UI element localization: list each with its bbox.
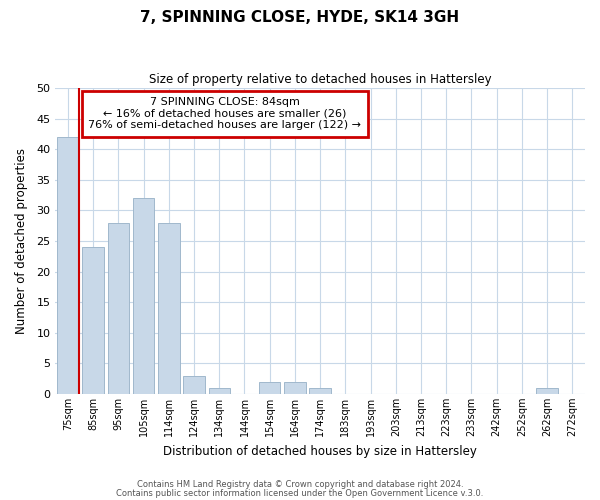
Bar: [284, 382, 305, 394]
Bar: [107, 222, 129, 394]
Bar: [133, 198, 154, 394]
Bar: [82, 247, 104, 394]
Bar: [209, 388, 230, 394]
Bar: [259, 382, 280, 394]
Bar: [57, 137, 79, 394]
Text: 7 SPINNING CLOSE: 84sqm
← 16% of detached houses are smaller (26)
76% of semi-de: 7 SPINNING CLOSE: 84sqm ← 16% of detache…: [88, 97, 361, 130]
Y-axis label: Number of detached properties: Number of detached properties: [15, 148, 28, 334]
Text: Contains HM Land Registry data © Crown copyright and database right 2024.: Contains HM Land Registry data © Crown c…: [137, 480, 463, 489]
Text: 7, SPINNING CLOSE, HYDE, SK14 3GH: 7, SPINNING CLOSE, HYDE, SK14 3GH: [140, 10, 460, 25]
Bar: [158, 222, 179, 394]
Bar: [310, 388, 331, 394]
Text: Contains public sector information licensed under the Open Government Licence v.: Contains public sector information licen…: [116, 488, 484, 498]
X-axis label: Distribution of detached houses by size in Hattersley: Distribution of detached houses by size …: [163, 444, 477, 458]
Title: Size of property relative to detached houses in Hattersley: Size of property relative to detached ho…: [149, 72, 491, 86]
Bar: [184, 376, 205, 394]
Bar: [536, 388, 558, 394]
